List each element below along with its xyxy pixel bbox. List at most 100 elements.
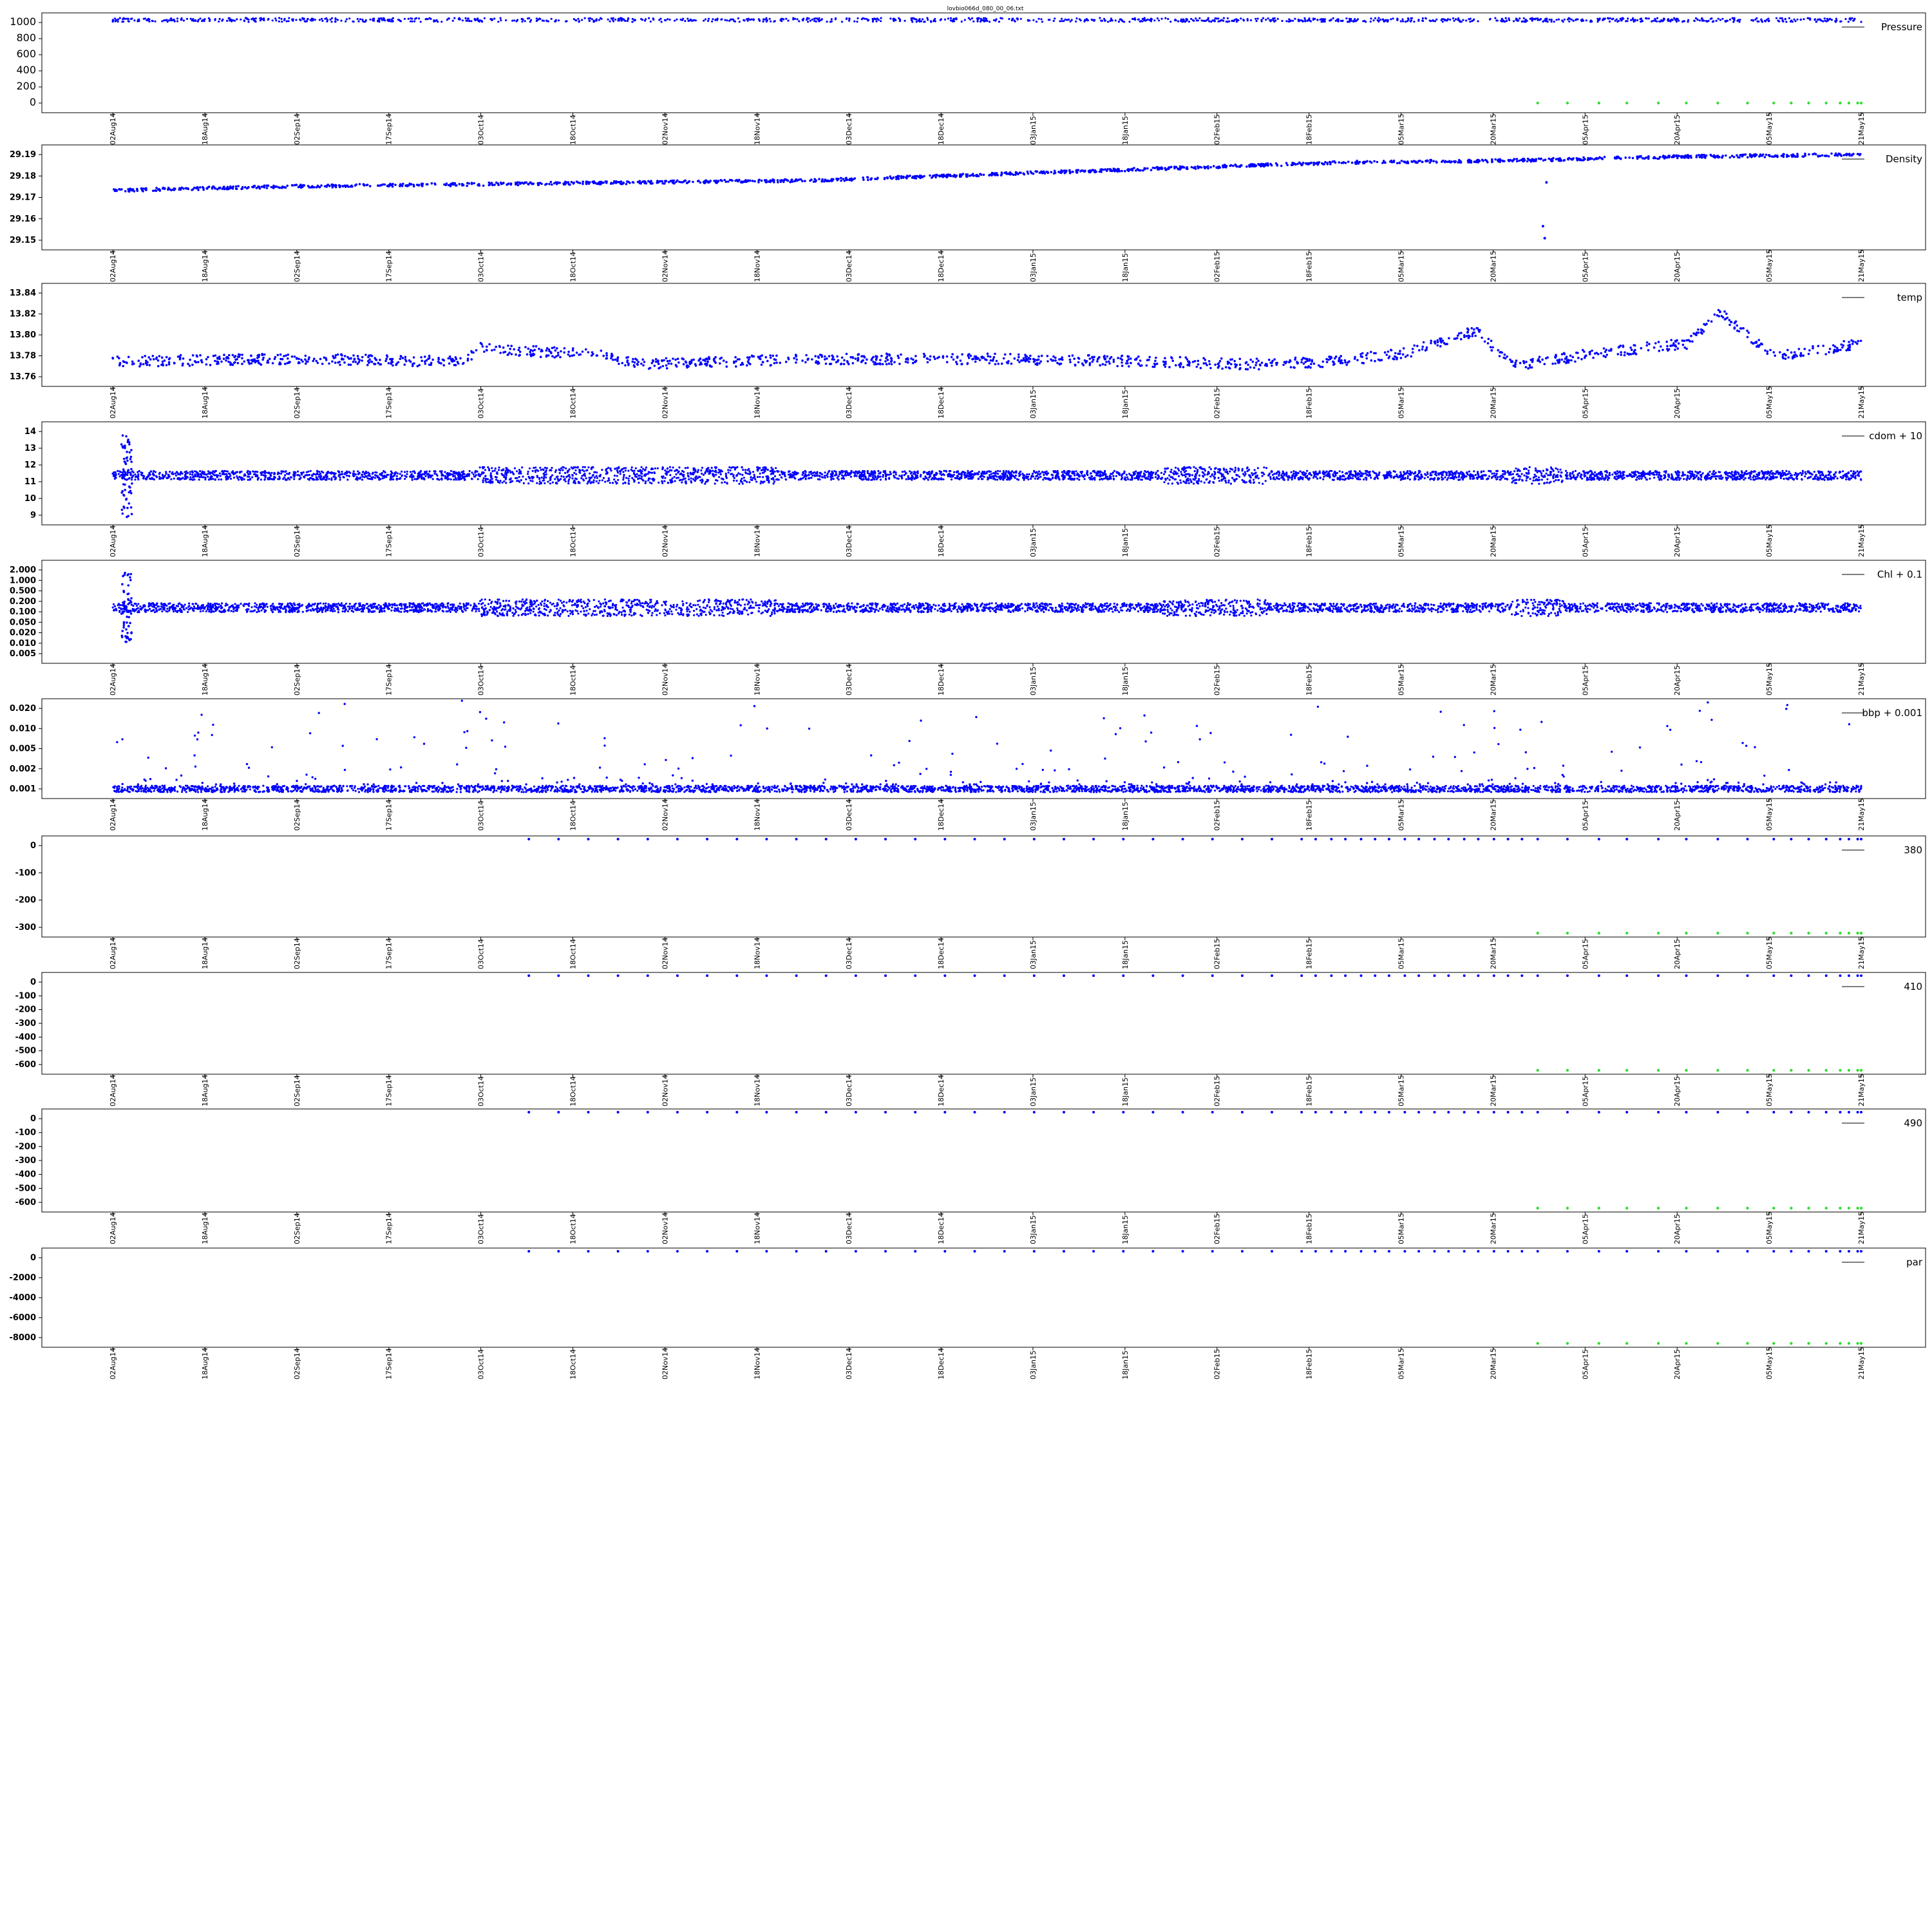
data-point <box>1770 155 1774 158</box>
data-point <box>1563 18 1566 21</box>
data-point <box>624 364 627 367</box>
data-point <box>1641 156 1644 160</box>
data-point <box>1481 158 1484 161</box>
data-point <box>1511 160 1514 163</box>
data-point <box>1567 156 1571 160</box>
data-point <box>676 357 679 360</box>
data-point <box>1544 158 1547 161</box>
data-point <box>851 356 855 359</box>
data-point <box>1258 368 1260 371</box>
data-point <box>1674 340 1678 343</box>
data-point <box>334 17 337 20</box>
data-point <box>214 19 216 21</box>
x-tick-label: 21May15 <box>1857 112 1866 145</box>
data-point <box>1689 155 1692 157</box>
data-point <box>787 19 790 22</box>
data-point <box>1229 164 1233 167</box>
data-point <box>482 184 485 187</box>
data-point <box>176 17 179 20</box>
data-point <box>375 359 378 361</box>
data-point <box>1116 365 1119 368</box>
data-point <box>170 19 173 22</box>
data-point <box>950 355 953 359</box>
data-point <box>785 17 788 20</box>
data-point <box>1222 19 1225 22</box>
data-point <box>1629 353 1633 355</box>
data-point <box>1560 358 1564 361</box>
y-tick-label: 10 <box>24 494 36 504</box>
data-point <box>1647 156 1650 158</box>
data-point <box>454 356 457 359</box>
data-point <box>1402 20 1405 23</box>
data-point <box>1242 19 1245 22</box>
data-point <box>1319 365 1322 368</box>
data-point <box>369 354 372 357</box>
x-tick-label: 02Feb15 <box>1213 388 1222 419</box>
data-point <box>970 174 973 176</box>
data-point <box>879 478 882 481</box>
data-point <box>909 470 911 473</box>
data-point <box>1764 349 1766 352</box>
data-point <box>1153 19 1156 22</box>
data-point <box>1701 332 1703 335</box>
data-point <box>1801 469 1804 473</box>
data-point <box>654 358 658 361</box>
data-point <box>826 20 828 23</box>
data-point <box>914 175 917 178</box>
data-point <box>540 182 543 185</box>
x-tick-label: 20Apr15 <box>1673 252 1681 282</box>
data-point <box>348 17 351 20</box>
data-point <box>1240 17 1242 20</box>
x-tick-label: 05Mar15 <box>1397 251 1406 282</box>
data-point <box>1245 361 1248 364</box>
data-point <box>339 363 341 366</box>
y-tick-label: 14 <box>24 427 36 437</box>
data-point <box>1633 350 1636 353</box>
data-point <box>168 188 171 191</box>
data-point <box>658 367 660 370</box>
data-point <box>254 19 256 23</box>
data-point <box>1448 160 1451 162</box>
data-point <box>1150 169 1153 171</box>
data-point <box>283 185 286 189</box>
data-point <box>737 17 739 20</box>
data-point <box>241 363 243 365</box>
data-point <box>1497 349 1500 352</box>
data-point <box>1307 365 1310 368</box>
data-point <box>196 20 199 23</box>
data-point <box>1694 470 1697 473</box>
x-tick-label: 05Mar15 <box>1397 387 1406 419</box>
data-point <box>1407 17 1410 20</box>
data-point <box>1066 19 1068 21</box>
data-point <box>1330 356 1333 359</box>
data-point <box>1093 171 1096 173</box>
data-point <box>1267 358 1271 361</box>
data-point <box>1383 351 1387 354</box>
data-point <box>1329 163 1332 166</box>
data-point <box>806 358 809 361</box>
data-point <box>563 347 566 350</box>
data-point <box>1018 171 1021 175</box>
data-point <box>339 353 343 356</box>
data-point <box>1046 360 1049 363</box>
data-point <box>1156 17 1159 20</box>
x-tick-label: 02Aug14 <box>109 113 117 145</box>
data-point <box>420 356 422 359</box>
data-point <box>401 357 404 359</box>
data-point <box>751 355 754 358</box>
data-point <box>405 360 408 363</box>
data-point <box>389 358 392 361</box>
data-point <box>1790 351 1793 354</box>
data-point <box>144 362 147 365</box>
data-point <box>299 18 301 21</box>
data-point <box>1807 352 1810 355</box>
data-point <box>1024 360 1027 363</box>
data-point <box>173 189 176 191</box>
data-point <box>1490 339 1493 342</box>
data-point <box>989 359 992 362</box>
data-point <box>848 19 851 22</box>
data-point <box>365 19 367 21</box>
data-point <box>1188 482 1190 484</box>
data-point <box>706 357 708 360</box>
data-point <box>142 17 145 20</box>
